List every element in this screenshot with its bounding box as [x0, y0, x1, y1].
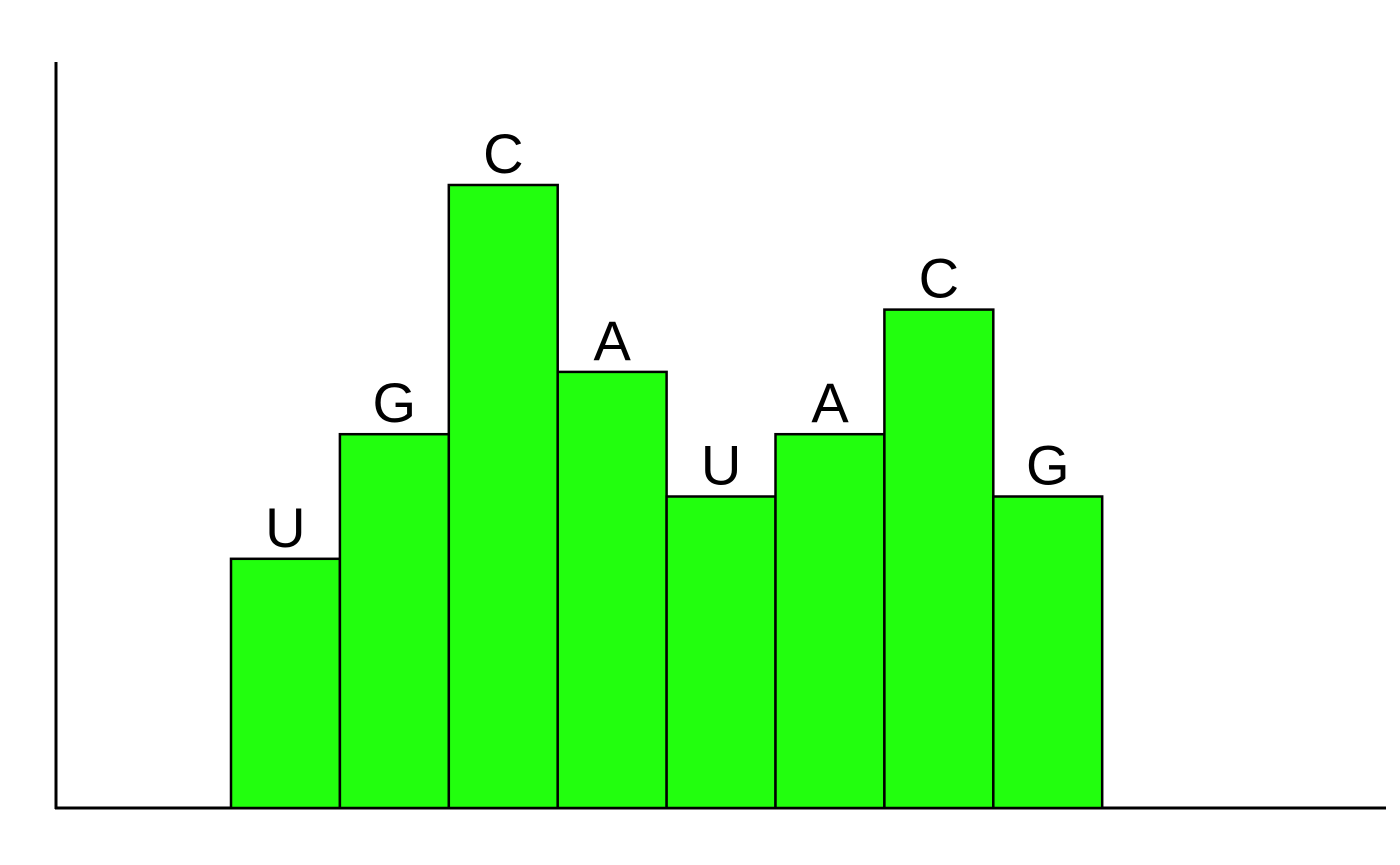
bar-3 [447, 183, 559, 810]
bar-label-8: G [1026, 434, 1070, 497]
bar-label-4: A [594, 309, 632, 372]
bar-label-5: U [701, 434, 741, 497]
bar-label-6: A [811, 371, 849, 434]
bar-7 [883, 308, 995, 810]
bar-label-2: G [373, 371, 417, 434]
bar-1 [229, 557, 342, 810]
bar-label-3: C [483, 122, 523, 185]
bar-labels-group: U G C A U A C G [265, 122, 1069, 559]
bar-label-7: C [919, 247, 959, 310]
bar-6 [774, 432, 886, 810]
bars-group [229, 183, 1104, 810]
bar-2 [338, 432, 451, 810]
bar-5 [665, 495, 777, 810]
bar-8 [992, 495, 1104, 810]
bar-4 [556, 370, 668, 810]
bar-label-1: U [265, 496, 305, 559]
